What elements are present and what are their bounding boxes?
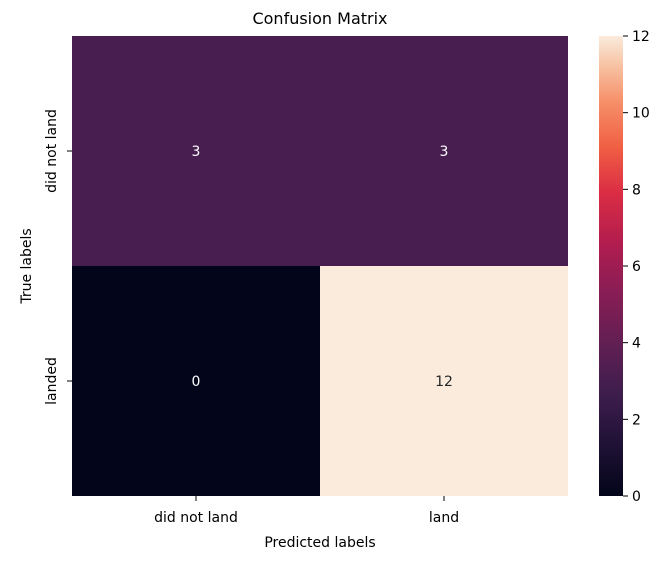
colorbar-tick-label: 4 — [632, 336, 641, 352]
colorbar-tick-label: 6 — [632, 259, 641, 275]
x-tick-label: did not land — [154, 510, 238, 526]
colorbar-tick-label: 10 — [632, 106, 650, 122]
x-tick-label: land — [429, 510, 459, 526]
x-axis: did not land land — [154, 496, 459, 526]
heatmap-cell-r0-c1 — [320, 36, 568, 266]
colorbar-tick-label: 8 — [632, 182, 641, 198]
colorbar-tick-label: 0 — [632, 489, 641, 505]
chart-title: Confusion Matrix — [252, 9, 387, 28]
heatmap-cell-r1-c0 — [72, 266, 320, 496]
colorbar — [599, 36, 623, 496]
heatmap-cells — [72, 36, 568, 496]
y-axis-label: True labels — [19, 228, 35, 304]
cell-annotation-r1-c0: 0 — [192, 374, 201, 390]
cell-annotations: 3 3 0 12 — [192, 144, 453, 390]
x-axis-label: Predicted labels — [264, 535, 375, 551]
colorbar-tick-label: 12 — [632, 29, 650, 45]
cell-annotation-r1-c1: 12 — [435, 374, 453, 390]
heatmap-cell-r0-c0 — [72, 36, 320, 266]
y-tick-label: did not land — [44, 109, 60, 193]
cell-annotation-r0-c1: 3 — [440, 144, 449, 160]
colorbar-tick-label: 2 — [632, 412, 641, 428]
colorbar-ticks: 0 2 4 6 8 10 12 — [623, 29, 650, 505]
heatmap-cell-r1-c1 — [320, 266, 568, 496]
y-tick-label: landed — [44, 357, 60, 405]
y-axis: did not land landed — [44, 109, 72, 405]
cell-annotation-r0-c0: 3 — [192, 144, 201, 160]
